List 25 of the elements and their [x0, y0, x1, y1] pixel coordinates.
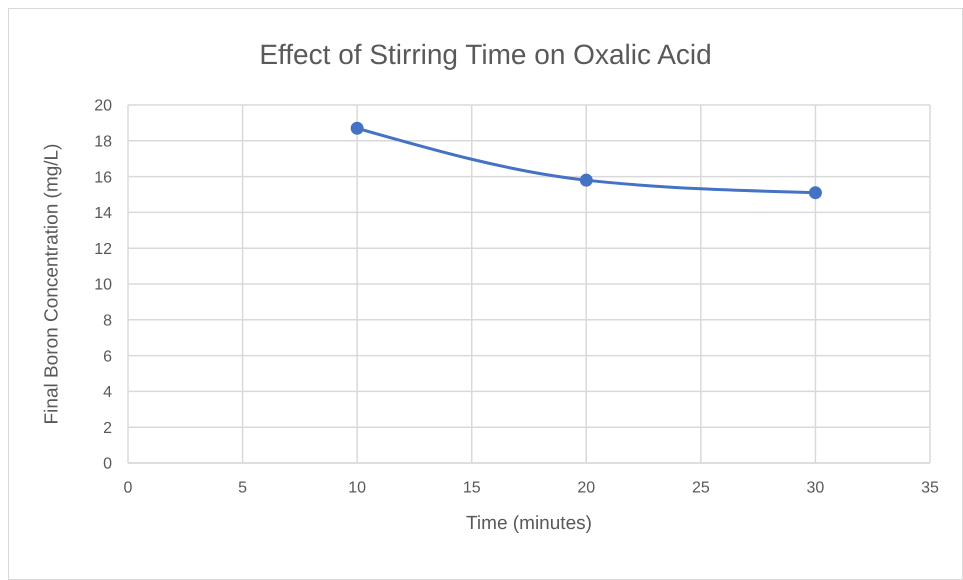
x-tick-label: 20 [577, 479, 596, 496]
y-tick-label: 10 [94, 276, 112, 294]
y-tick-label: 0 [103, 456, 112, 473]
x-tick-label: 25 [692, 479, 710, 496]
y-axis-title: Final Boron Concentration (mg/L) [42, 144, 63, 424]
x-tick-label: 0 [124, 479, 133, 496]
point [808, 186, 822, 200]
y-tick-label: 2 [103, 420, 112, 437]
x-tick-label: 30 [806, 479, 824, 496]
x-tick-label: 10 [348, 479, 366, 496]
y-tick-label: 18 [94, 133, 112, 150]
point [350, 122, 364, 135]
y-tick-label: 20 [94, 98, 112, 115]
y-tick-label: 4 [103, 384, 112, 402]
y-tick-label: 14 [94, 205, 112, 222]
y-tick-label: 6 [103, 348, 112, 366]
y-tick-label: 16 [94, 169, 112, 186]
x-tick-label: 15 [462, 479, 481, 496]
y-tick-label: 8 [103, 312, 112, 330]
x-tick-label: 35 [921, 479, 939, 496]
point [580, 174, 593, 187]
x-axis-title: Time (minutes) [466, 513, 592, 534]
chart-title: Effect of Stirring Time on Oxalic Acid [258, 39, 713, 71]
x-tick-label: 5 [238, 479, 248, 496]
y-tick-label: 12 [94, 240, 112, 258]
